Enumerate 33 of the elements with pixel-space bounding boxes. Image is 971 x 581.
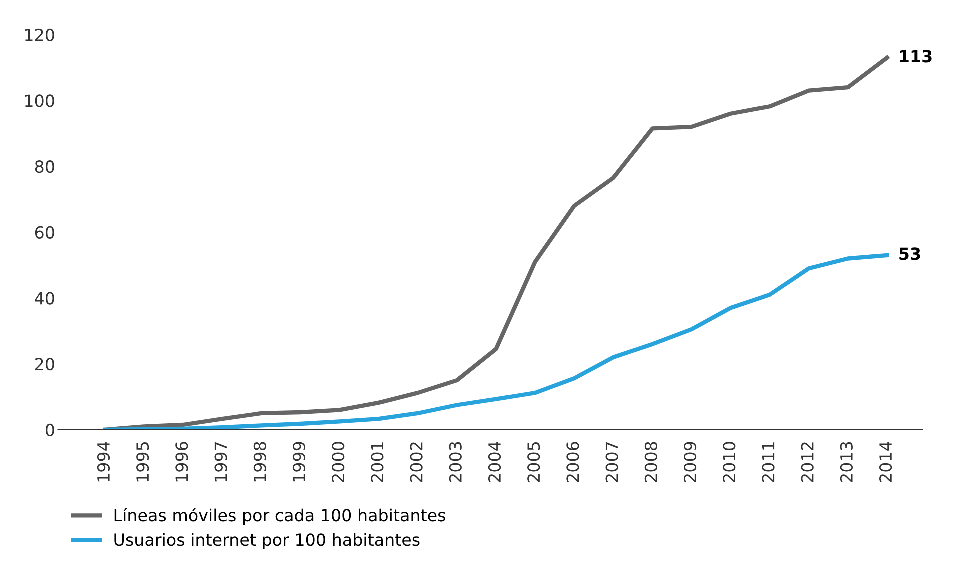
y-tick-label: 100	[26, 94, 54, 108]
y-tick-label: 0	[46, 424, 54, 437]
y-tick-label: 40	[35, 292, 54, 305]
x-tick-label: 2001	[371, 442, 384, 482]
legend-label: Usuarios internet por 100 habitantes	[114, 533, 420, 550]
x-tick-label: 1994	[97, 442, 110, 482]
x-tick-label: 1997	[214, 442, 228, 482]
x-tick-label: 2010	[723, 442, 736, 482]
x-tick-label: 2008	[644, 442, 658, 482]
data-label: 53	[900, 248, 920, 260]
x-tick-label: 1995	[136, 442, 150, 482]
x-tick-label: 2000	[332, 442, 345, 482]
x-tick-label: 2006	[566, 442, 580, 482]
y-tick-label: 60	[35, 226, 54, 239]
x-tick-label: 2009	[684, 442, 697, 482]
x-tick-label: 1998	[254, 442, 266, 482]
legend-label: Líneas móviles por cada 100 habitantes	[114, 508, 446, 525]
x-tick-label: 2003	[449, 442, 462, 482]
x-tick-label: 1999	[292, 442, 306, 482]
y-tick-label: 80	[35, 160, 54, 174]
line-series	[103, 253, 890, 430]
x-tick-label: 1996	[176, 442, 188, 482]
x-tick-label: 2012	[801, 442, 814, 482]
x-tick-label: 2004	[488, 442, 502, 482]
x-tick-label: 2014	[879, 442, 892, 482]
x-tick-label: 2005	[528, 442, 540, 482]
x-tick-label: 2007	[606, 442, 618, 482]
x-tick-label: 2013	[840, 442, 853, 482]
y-tick-label: 20	[35, 358, 54, 371]
data-label: 113	[900, 50, 932, 63]
x-tick-label: 2011	[762, 442, 775, 482]
y-tick-label: 120	[26, 28, 54, 42]
x-tick-label: 2002	[410, 442, 423, 482]
